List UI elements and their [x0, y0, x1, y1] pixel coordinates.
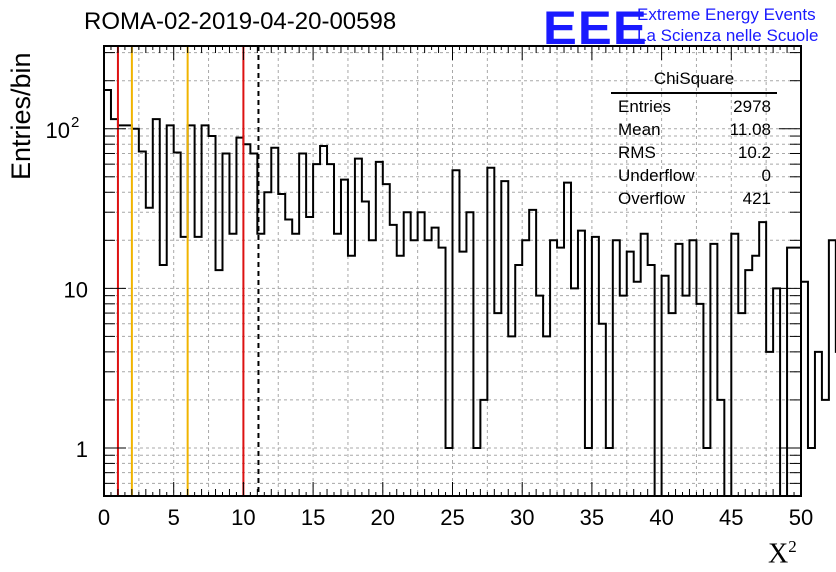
stats-box: ChiSquare Entries 2978 Mean 11.08 RMS 10…: [611, 68, 777, 210]
stats-value: 10.2: [737, 143, 771, 162]
stats-label: Mean: [618, 120, 661, 139]
stats-row-mean: Mean 11.08: [611, 118, 777, 141]
stats-value: 11.08: [729, 120, 771, 139]
y-tick-label: 10: [46, 118, 70, 143]
logo-line-2: La Scienza nelle Scuole: [637, 26, 819, 45]
x-tick-label: 0: [98, 505, 110, 530]
stats-title: ChiSquare: [653, 69, 735, 88]
chart-title: ROMA-02-2019-04-20-00598: [84, 8, 397, 35]
stats-label: Underflow: [618, 166, 695, 185]
histogram-series: [104, 88, 836, 497]
stats-row-entries: Entries 2978: [611, 95, 777, 118]
y-tick-label: 10: [64, 277, 88, 302]
stats-label: Entries: [618, 97, 671, 116]
stats-row-rms: RMS 10.2: [611, 141, 777, 164]
stats-value: 421: [742, 189, 771, 208]
stats-label: Overflow: [618, 189, 686, 208]
logo-mark: EEE: [543, 1, 648, 54]
y-axis-label: Entries/bin: [6, 52, 36, 180]
x-tick-label: 20: [371, 505, 395, 530]
x-tick-label: 5: [168, 505, 180, 530]
x-tick-label: 35: [580, 505, 604, 530]
axis-ticks: [103, 46, 802, 497]
logo-line-1: Extreme Energy Events: [637, 5, 816, 24]
eee-logo: EEE Extreme Energy Events La Scienza nel…: [543, 1, 833, 54]
x-tick-label: 30: [510, 505, 534, 530]
stats-label: RMS: [618, 143, 656, 162]
stats-row-overflow: Overflow 421: [611, 187, 777, 210]
reference-lines: [116, 46, 260, 496]
x-tick-label: 50: [789, 505, 813, 530]
x-tick-label: 45: [719, 505, 743, 530]
x-tick-label: 10: [231, 505, 255, 530]
x-tick-label: 40: [649, 505, 673, 530]
x-tick-label: 15: [301, 505, 325, 530]
stats-divider: [611, 92, 777, 94]
stats-value: 2978: [733, 97, 771, 116]
stats-value: 0: [761, 166, 771, 185]
y-tick-label: 1: [76, 437, 88, 462]
stats-row-underflow: Underflow 0: [611, 164, 777, 187]
y-tick-label-exponent: 2: [71, 114, 79, 131]
x-axis-label: X2: [768, 537, 797, 570]
histogram-line: [104, 88, 836, 497]
x-tick-label: 25: [440, 505, 464, 530]
